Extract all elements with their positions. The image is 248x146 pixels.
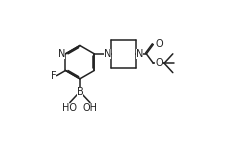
Text: OH: OH	[83, 103, 97, 113]
Text: HO: HO	[62, 103, 77, 113]
Text: N: N	[58, 49, 65, 59]
Text: F: F	[51, 71, 57, 81]
Text: O: O	[155, 58, 163, 68]
Text: B: B	[77, 87, 83, 97]
Text: N: N	[135, 49, 143, 59]
Text: O: O	[155, 39, 163, 49]
Text: N: N	[104, 49, 111, 59]
